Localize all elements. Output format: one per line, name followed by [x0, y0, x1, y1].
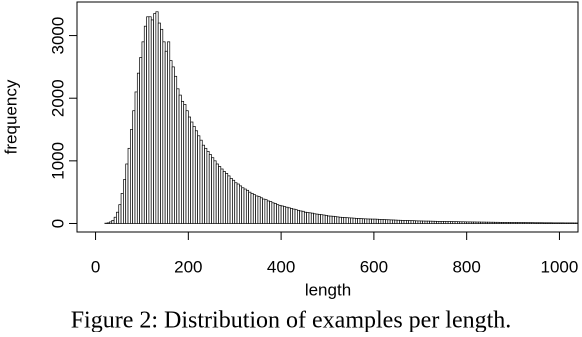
y-tick-label: 3000 — [48, 17, 67, 55]
x-tick-label: 400 — [267, 257, 295, 276]
x-axis-label: length — [305, 280, 351, 299]
x-tick-label: 800 — [452, 257, 480, 276]
x-tick-label: 200 — [174, 257, 202, 276]
x-tick-label: 600 — [360, 257, 388, 276]
y-tick-label: 2000 — [48, 79, 67, 117]
caption: Figure 2: Distribution of examples per l… — [71, 308, 512, 333]
x-tick-label: 1000 — [541, 257, 579, 276]
y-axis-label: frequency — [1, 79, 20, 154]
y-tick-label: 0 — [48, 219, 67, 228]
x-tick-label: 0 — [91, 257, 100, 276]
y-tick-label: 1000 — [48, 142, 67, 180]
